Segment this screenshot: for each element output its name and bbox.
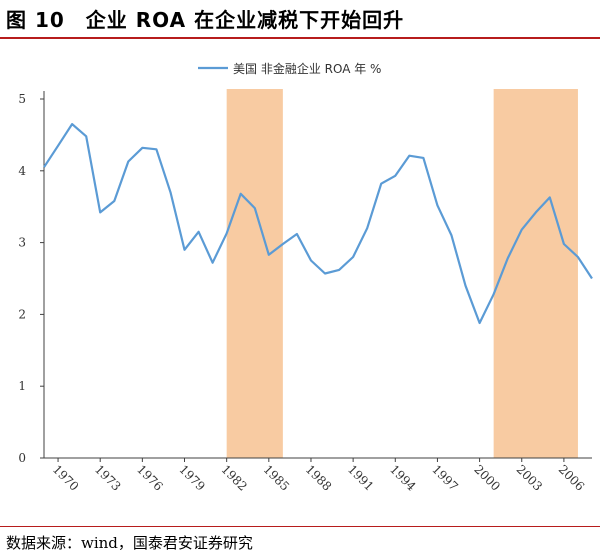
x-tick-label: 2000 xyxy=(471,462,502,493)
shaded-period-1 xyxy=(226,89,283,458)
roa-line-chart: 0 1 2 3 4 5 1970 1973 1976 1979 1982 1985 1988 1991 19… xyxy=(18,61,593,494)
x-tick-label: 2006 xyxy=(556,462,587,493)
x-tick-label: 1985 xyxy=(261,462,292,493)
series-line-1 xyxy=(43,122,593,325)
x-tick-label: 1976 xyxy=(134,462,165,493)
y-tick-label: 1 xyxy=(18,379,26,393)
data-source-note: 数据来源：wind，国泰君安证券研究 xyxy=(6,534,253,552)
x-tick-label: 1982 xyxy=(219,462,250,493)
title-divider xyxy=(0,37,600,39)
y-tick-label: 5 xyxy=(18,92,26,106)
x-tick-label: 1988 xyxy=(303,462,334,493)
legend-label: 美国 非金融企业 ROA 年 % xyxy=(233,61,381,76)
x-tick-label: 1970 xyxy=(50,462,81,493)
x-tick-label: 1973 xyxy=(92,462,123,493)
x-tick-label: 1997 xyxy=(429,462,460,493)
x-tick-label: 1994 xyxy=(387,462,419,494)
y-tick-label: 0 xyxy=(18,451,26,465)
y-tick-label: 3 xyxy=(18,236,26,250)
shaded-period-2 xyxy=(493,89,578,458)
y-tick-label: 4 xyxy=(18,164,26,178)
figure-title: 图 10 企业 ROA 在企业减税下开始回升 xyxy=(6,8,405,32)
x-tick-label: 2003 xyxy=(514,462,545,493)
source-divider xyxy=(0,526,600,527)
x-tick-label: 1979 xyxy=(176,462,207,493)
x-tick-label: 1991 xyxy=(345,462,376,493)
y-tick-label: 2 xyxy=(18,307,26,321)
